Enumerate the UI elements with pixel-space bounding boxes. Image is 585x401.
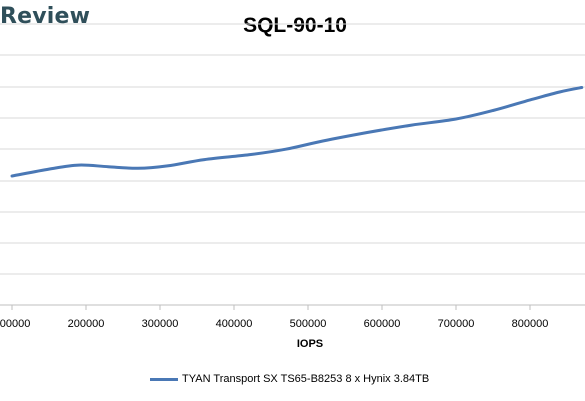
x-tick-label: 700000 bbox=[438, 318, 475, 330]
legend-series-label: TYAN Transport SX TS65-B8253 8 x Hynix 3… bbox=[182, 373, 430, 385]
x-tick-label: 400000 bbox=[216, 318, 253, 330]
gridlines bbox=[0, 23, 585, 275]
series-lines bbox=[10, 86, 584, 178]
chart-legend: TYAN Transport SX TS65-B8253 8 x Hynix 3… bbox=[150, 373, 429, 385]
x-tick-label: 500000 bbox=[290, 318, 327, 330]
x-tick-label: 200000 bbox=[68, 318, 105, 330]
site-logo-text: Review bbox=[0, 4, 91, 29]
x-axis-label: IOPS bbox=[296, 338, 324, 350]
x-tick-label: 600000 bbox=[364, 318, 401, 330]
series-line bbox=[10, 86, 584, 178]
x-tick-label: 300000 bbox=[142, 318, 179, 330]
x-tick-label: 800000 bbox=[512, 318, 549, 330]
chart-title: SQL-90-10 bbox=[243, 14, 347, 37]
legend-swatch bbox=[150, 377, 178, 381]
